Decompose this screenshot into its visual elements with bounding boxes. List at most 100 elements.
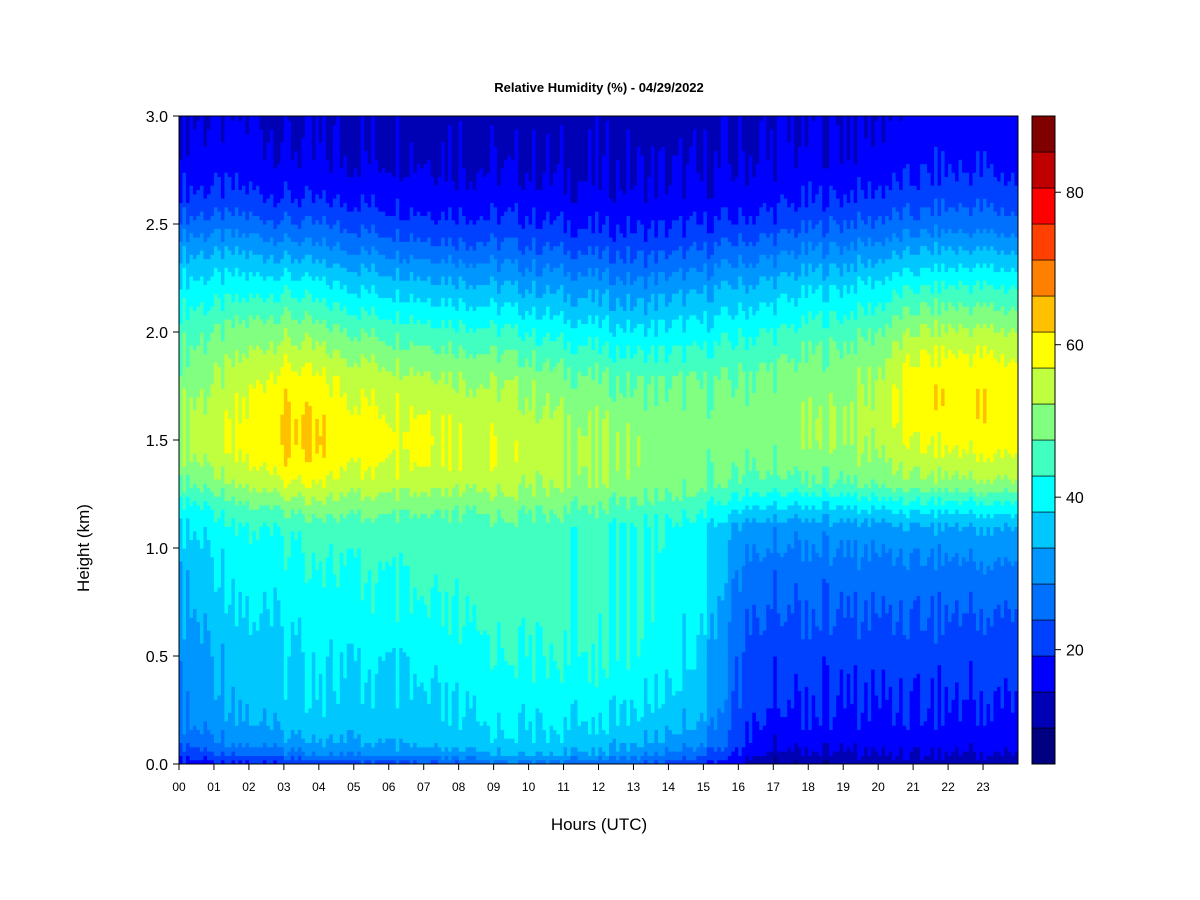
heatmap-cell	[227, 167, 233, 173]
heatmap-cell	[199, 634, 205, 640]
heatmap-cell	[273, 621, 278, 627]
heatmap-cell	[213, 388, 219, 394]
heatmap-cell	[199, 586, 205, 592]
heatmap-cell	[217, 651, 222, 657]
heatmap-cell	[224, 548, 229, 553]
heatmap-cell	[203, 185, 208, 191]
heatmap-cell	[210, 599, 215, 605]
heatmap-cell	[217, 461, 222, 467]
heatmap-cell	[290, 599, 295, 605]
heatmap-cell	[269, 573, 274, 579]
heatmap-cell	[234, 668, 240, 674]
heatmap-cell	[206, 124, 212, 130]
heatmap-cell	[224, 310, 229, 316]
heatmap-cell	[203, 625, 208, 631]
heatmap-cell	[248, 232, 254, 238]
heatmap-cell	[234, 306, 240, 311]
heatmap-cell	[262, 491, 267, 497]
heatmap-cell	[182, 323, 187, 329]
heatmap-cell	[290, 262, 295, 268]
heatmap-cell	[245, 332, 250, 337]
heatmap-cell	[189, 353, 194, 359]
heatmap-cell	[203, 146, 208, 152]
heatmap-cell	[259, 591, 264, 597]
heatmap-cell	[259, 154, 264, 160]
heatmap-cell	[199, 686, 205, 692]
heatmap-cell	[189, 146, 194, 152]
heatmap-cell	[241, 530, 247, 536]
heatmap-cell	[196, 211, 201, 216]
heatmap-cell	[280, 643, 285, 648]
heatmap-cell	[273, 690, 278, 696]
heatmap-cell	[252, 461, 257, 467]
heatmap-cell	[231, 301, 236, 307]
heatmap-cell	[196, 275, 201, 281]
heatmap-cell	[238, 323, 243, 329]
heatmap-cell	[179, 267, 184, 273]
heatmap-cell	[245, 673, 250, 679]
heatmap-cell	[276, 755, 281, 761]
heatmap-cell	[234, 141, 240, 147]
heatmap-cell	[290, 586, 295, 592]
heatmap-cell	[179, 591, 184, 597]
heatmap-cell	[231, 738, 236, 743]
heatmap-cell	[259, 336, 264, 342]
heatmap-cell	[182, 241, 187, 247]
heatmap-cell	[245, 582, 250, 588]
heatmap-cell	[203, 664, 208, 670]
heatmap-cell	[280, 219, 285, 225]
heatmap-cell	[290, 509, 295, 515]
heatmap-cell	[283, 141, 288, 147]
heatmap-cell	[283, 586, 288, 592]
heatmap-cell	[206, 448, 212, 454]
heatmap-cell	[185, 543, 191, 549]
heatmap-cell	[220, 500, 226, 506]
heatmap-cell	[262, 673, 267, 679]
heatmap-cell	[231, 474, 236, 480]
heatmap-cell	[234, 150, 240, 156]
heatmap-cell	[252, 483, 257, 489]
heatmap-cell	[234, 725, 240, 731]
heatmap-cell	[294, 759, 299, 764]
heatmap-cell	[220, 625, 226, 631]
heatmap-cell	[210, 206, 215, 212]
heatmap-cell	[196, 271, 201, 277]
heatmap-cell	[210, 759, 215, 764]
heatmap-cell	[189, 332, 194, 337]
heatmap-cell	[189, 215, 194, 221]
heatmap-cell	[203, 565, 208, 571]
heatmap-cell	[227, 599, 233, 605]
heatmap-cell	[192, 751, 198, 756]
heatmap-cell	[231, 599, 236, 605]
heatmap-cell	[227, 733, 233, 739]
heatmap-cell	[227, 526, 233, 532]
heatmap-cell	[210, 703, 215, 709]
heatmap-cell	[196, 206, 201, 212]
heatmap-cell	[238, 370, 243, 376]
heatmap-cell	[203, 733, 208, 739]
heatmap-cell	[234, 176, 240, 182]
heatmap-cell	[213, 202, 219, 208]
heatmap-cell	[189, 344, 194, 350]
heatmap-cell	[182, 582, 187, 588]
heatmap-cell	[238, 189, 243, 195]
heatmap-cell	[217, 539, 222, 545]
heatmap-cell	[290, 729, 295, 735]
heatmap-cell	[196, 120, 201, 126]
heatmap-cell	[255, 137, 261, 143]
heatmap-cell	[269, 357, 274, 363]
heatmap-cell	[241, 319, 247, 324]
heatmap-cell	[217, 686, 222, 692]
heatmap-cell	[259, 686, 264, 692]
heatmap-cell	[179, 751, 184, 756]
heatmap-cell	[220, 202, 226, 208]
heatmap-cell	[266, 301, 271, 307]
heatmap-cell	[213, 409, 219, 415]
heatmap-cell	[269, 362, 274, 368]
heatmap-cell	[283, 720, 288, 726]
heatmap-cell	[192, 159, 198, 165]
heatmap-cell	[231, 236, 236, 242]
heatmap-cell	[206, 236, 212, 242]
heatmap-cell	[269, 163, 274, 169]
heatmap-cell	[280, 280, 285, 286]
